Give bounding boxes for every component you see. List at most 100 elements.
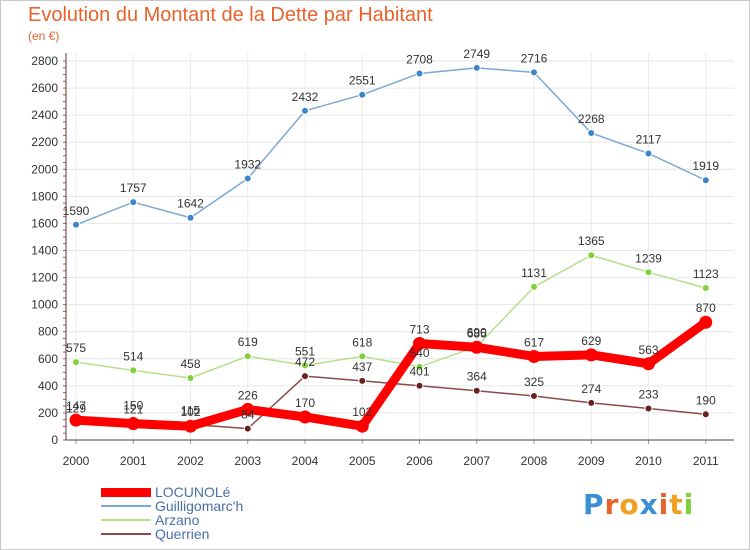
legend-item: LOCUNOLé bbox=[101, 484, 243, 500]
series-line-1 bbox=[75, 67, 707, 226]
data-label: 2268 bbox=[578, 112, 605, 126]
data-point bbox=[301, 106, 309, 115]
data-point bbox=[358, 376, 367, 385]
logo-letter: o bbox=[619, 488, 640, 521]
data-point bbox=[644, 404, 653, 413]
data-point bbox=[241, 402, 255, 416]
y-tick-label: 0 bbox=[51, 433, 58, 447]
legend-label: Guilligomarc'h bbox=[155, 498, 244, 514]
legend-item: Arzano bbox=[101, 512, 243, 528]
data-label: 713 bbox=[409, 322, 429, 336]
data-label: 540 bbox=[409, 346, 429, 360]
chart-title: Evolution du Montant de la Dette par Hab… bbox=[28, 4, 433, 26]
logo-letter: x bbox=[639, 488, 659, 521]
data-label: 233 bbox=[638, 387, 658, 401]
data-point bbox=[415, 381, 424, 390]
y-tick-label: 1800 bbox=[31, 189, 58, 203]
data-point bbox=[472, 63, 481, 72]
legend-label: Arzano bbox=[155, 512, 200, 528]
data-label: 458 bbox=[180, 357, 200, 371]
data-label: 2432 bbox=[292, 90, 319, 104]
x-tick-label: 2002 bbox=[177, 454, 204, 468]
legend-swatch bbox=[101, 519, 151, 521]
data-label: 617 bbox=[524, 335, 544, 349]
data-label: 2708 bbox=[406, 52, 433, 66]
data-label: 690 bbox=[467, 326, 487, 340]
data-point bbox=[301, 372, 309, 381]
x-tick-label: 2009 bbox=[578, 454, 605, 468]
data-point bbox=[644, 268, 653, 277]
data-point bbox=[472, 386, 481, 395]
data-point bbox=[584, 348, 598, 362]
data-label: 115 bbox=[181, 403, 200, 417]
y-tick-label: 400 bbox=[38, 379, 58, 393]
data-label: 226 bbox=[238, 388, 258, 402]
y-tick-label: 1000 bbox=[31, 298, 58, 312]
data-point bbox=[415, 69, 424, 78]
data-label: 685 bbox=[467, 326, 487, 340]
data-label: 1365 bbox=[578, 234, 605, 248]
y-tick-label: 2800 bbox=[31, 54, 58, 68]
data-label: 619 bbox=[238, 335, 258, 349]
data-point bbox=[642, 357, 655, 371]
y-tick-label: 1600 bbox=[31, 216, 58, 230]
data-point bbox=[530, 282, 538, 291]
data-label: 437 bbox=[352, 360, 372, 374]
data-point bbox=[644, 149, 653, 158]
data-label: 121 bbox=[123, 403, 143, 417]
data-label: 274 bbox=[581, 382, 601, 396]
unit-label: (en €) bbox=[28, 29, 60, 43]
legend-item: Guilligomarc'h bbox=[101, 498, 244, 514]
data-point bbox=[358, 352, 367, 361]
x-tick-label: 2000 bbox=[63, 454, 90, 468]
data-label: 514 bbox=[123, 349, 143, 363]
legend-swatch bbox=[101, 505, 151, 507]
data-label: 629 bbox=[581, 334, 601, 348]
data-label: 1932 bbox=[234, 157, 261, 171]
data-point bbox=[301, 361, 309, 370]
legend-swatch bbox=[101, 487, 151, 497]
proxiti-logo: Proxiti bbox=[583, 488, 694, 521]
data-label: 575 bbox=[66, 341, 86, 355]
data-label: 325 bbox=[524, 375, 544, 389]
series-group bbox=[69, 63, 713, 433]
data-label: 563 bbox=[638, 343, 658, 357]
data-point bbox=[470, 340, 484, 354]
data-label: 102 bbox=[352, 405, 372, 419]
legend-swatch bbox=[101, 533, 151, 535]
data-point bbox=[530, 392, 538, 401]
series-line-0 bbox=[71, 317, 711, 431]
data-point bbox=[298, 410, 312, 424]
data-label: 364 bbox=[467, 370, 487, 384]
y-tick-label: 200 bbox=[38, 406, 58, 420]
data-label: 147 bbox=[66, 399, 86, 413]
plot-area bbox=[66, 53, 734, 440]
data-point bbox=[72, 220, 80, 229]
logo-letter: r bbox=[604, 488, 620, 521]
data-point bbox=[527, 349, 541, 363]
data-label: 170 bbox=[295, 396, 315, 410]
legend: LOCUNOLé Guilligomarc'h Arzano Querrien bbox=[101, 484, 244, 542]
data-label: 2551 bbox=[349, 74, 376, 88]
data-label: 1919 bbox=[692, 159, 719, 173]
y-tick-label: 1200 bbox=[31, 271, 58, 285]
legend-label: Querrien bbox=[155, 526, 210, 542]
y-tick-label: 2200 bbox=[31, 135, 58, 149]
data-point bbox=[415, 362, 424, 371]
data-label: 1590 bbox=[63, 204, 90, 218]
data-label: 2716 bbox=[521, 51, 548, 65]
data-label: 870 bbox=[696, 301, 716, 315]
data-point bbox=[699, 315, 713, 329]
data-point bbox=[129, 198, 138, 207]
data-point bbox=[243, 424, 252, 433]
series-line-2 bbox=[75, 254, 707, 379]
x-tick-label: 2010 bbox=[635, 454, 662, 468]
data-point bbox=[530, 68, 538, 77]
data-label: 1131 bbox=[521, 266, 547, 280]
data-label: 84 bbox=[241, 408, 255, 422]
y-tick-label: 800 bbox=[38, 325, 58, 339]
data-label: 1123 bbox=[693, 267, 719, 281]
data-label: 551 bbox=[295, 344, 315, 358]
x-tick-label: 2008 bbox=[521, 454, 548, 468]
